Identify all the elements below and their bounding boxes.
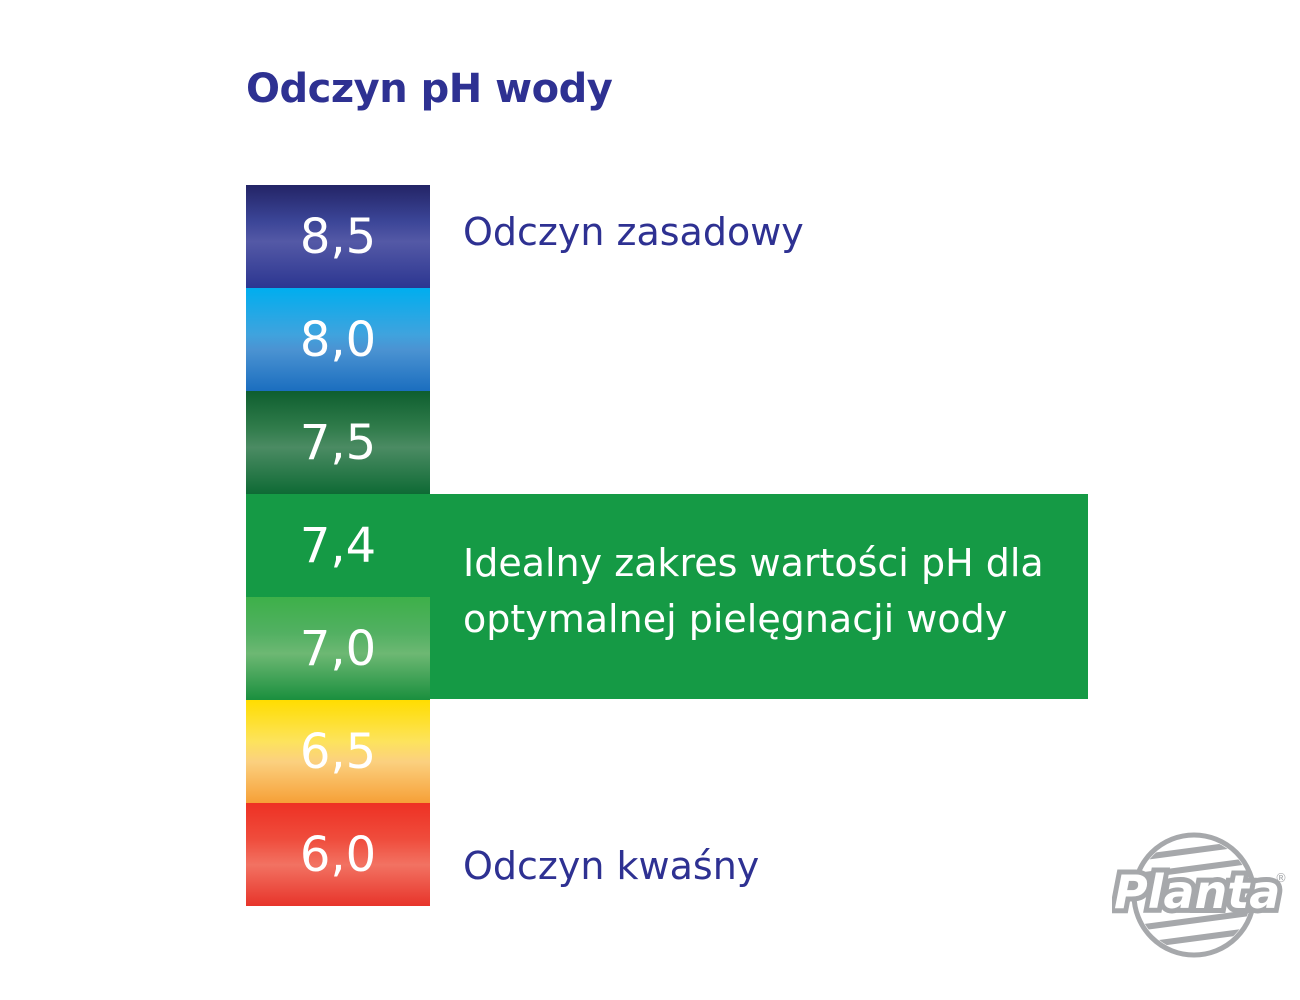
ph-cell-6-5: 6,5: [246, 700, 430, 803]
ph-value: 8,0: [299, 311, 377, 368]
ph-value: 6,0: [299, 826, 377, 883]
ph-cell-8-0: 8,0: [246, 288, 430, 391]
ph-value: 7,0: [299, 620, 377, 677]
alkaline-label: Odczyn zasadowy: [463, 210, 804, 254]
acidic-label: Odczyn kwaśny: [463, 844, 760, 888]
ideal-range-line-2: optymalnej pielęgnacji wody: [463, 597, 1008, 641]
ph-cell-8-5: 8,5: [246, 185, 430, 288]
registered-mark: ®: [1275, 871, 1287, 885]
ph-scale: 8,5 8,0 7,5 7,4 7,0 6,5 6,0: [246, 185, 430, 906]
ph-value: 8,5: [299, 208, 377, 265]
ph-cell-6-0: 6,0: [246, 803, 430, 906]
planta-logo-icon: Planta ®: [1112, 832, 1287, 958]
ph-cell-7-5: 7,5: [246, 391, 430, 494]
logo-text: Planta: [1114, 865, 1280, 919]
ph-cell-7-4: 7,4: [246, 494, 430, 597]
ph-value: 6,5: [299, 723, 377, 780]
page-title: Odczyn pH wody: [246, 66, 613, 112]
ph-cell-7-0: 7,0: [246, 597, 430, 700]
ideal-range-line-1: Idealny zakres wartości pH dla: [463, 541, 1044, 585]
ideal-range-text: Idealny zakres wartości pH dla optymalne…: [463, 535, 1044, 647]
ph-value: 7,5: [299, 414, 377, 471]
ph-value: 7,4: [299, 517, 377, 574]
